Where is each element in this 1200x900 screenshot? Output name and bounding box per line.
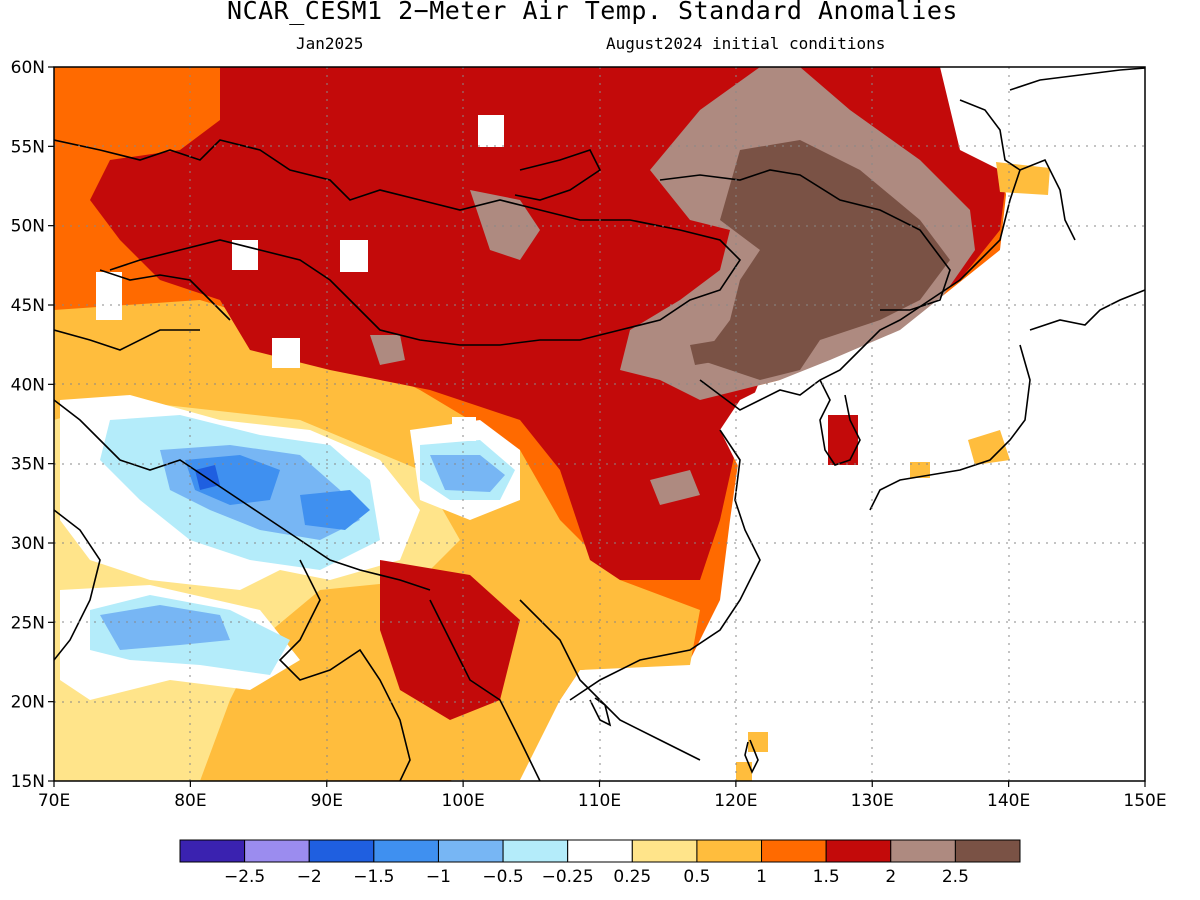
colorbar-swatch — [437, 839, 504, 863]
lat-tick-label: 50N — [11, 217, 45, 237]
lat-tick-label: 30N — [11, 534, 45, 554]
colorbar-label: −1.5 — [353, 867, 394, 887]
lon-tick-label: 70E — [38, 791, 70, 811]
lon-tick-label: 120E — [714, 791, 757, 811]
colorbar-label: 1 — [756, 867, 767, 887]
colorbar-label: 0.25 — [613, 867, 651, 887]
colorbar-label: 2.5 — [942, 867, 969, 887]
colorbar-label: −2 — [297, 867, 322, 887]
lon-tick-label: 90E — [311, 791, 343, 811]
colorbar-swatch — [954, 839, 1021, 863]
lon-tick-label: 110E — [578, 791, 621, 811]
lon-tick-label: 80E — [174, 791, 206, 811]
colorbar-swatch — [373, 839, 439, 863]
colorbar-label: 2 — [885, 867, 896, 887]
lat-tick-label: 40N — [11, 375, 45, 395]
colorbar-label: −1 — [426, 867, 451, 887]
colorbar-swatch — [761, 839, 827, 863]
lat-tick-label: 20N — [11, 693, 45, 713]
axis-labels: 70E 80E 90E 100E 110E 120E 130E 140E 150E 15N 20N 2… — [11, 58, 1167, 811]
lon-tick-label: 100E — [442, 791, 485, 811]
lat-tick-label: 45N — [11, 296, 45, 316]
colorbar-swatch — [179, 839, 246, 863]
colorbar-swatch — [567, 839, 633, 863]
colorbar-label: −0.5 — [482, 867, 523, 887]
anomaly-field — [54, 67, 1145, 781]
colorbar-swatch — [825, 839, 892, 863]
lat-tick-label: 55N — [11, 137, 45, 157]
colorbar-swatch — [502, 839, 569, 863]
colorbar-label: 1.5 — [813, 867, 840, 887]
colorbar-label: −2.5 — [224, 867, 265, 887]
lat-tick-label: 60N — [11, 58, 45, 78]
colorbar-swatch — [631, 839, 698, 863]
forecast-month: Jan2025 — [296, 34, 364, 53]
lat-tick-label: 15N — [11, 772, 45, 792]
lat-tick-label: 25N — [11, 613, 45, 633]
colorbar: −2.5 −2 −1.5 −1 −0.5 −0.25 0.25 0.5 1 1.5 2 2.5 — [179, 839, 1021, 887]
lon-tick-label: 130E — [851, 791, 894, 811]
graticule — [54, 67, 1145, 781]
map-title: NCAR_CESM1 2−Meter Air Temp. Standard An… — [227, 0, 958, 25]
initial-conditions: August2024 initial conditions — [606, 34, 886, 53]
colorbar-label: −0.25 — [542, 867, 594, 887]
colorbar-swatch — [244, 839, 310, 863]
lon-tick-label: 150E — [1123, 791, 1166, 811]
colorbar-swatch — [308, 839, 375, 863]
colorbar-swatch — [696, 839, 763, 863]
lat-tick-label: 35N — [11, 455, 45, 475]
colorbar-swatch — [890, 839, 956, 863]
lon-tick-label: 140E — [987, 791, 1030, 811]
colorbar-label: 0.5 — [683, 867, 710, 887]
